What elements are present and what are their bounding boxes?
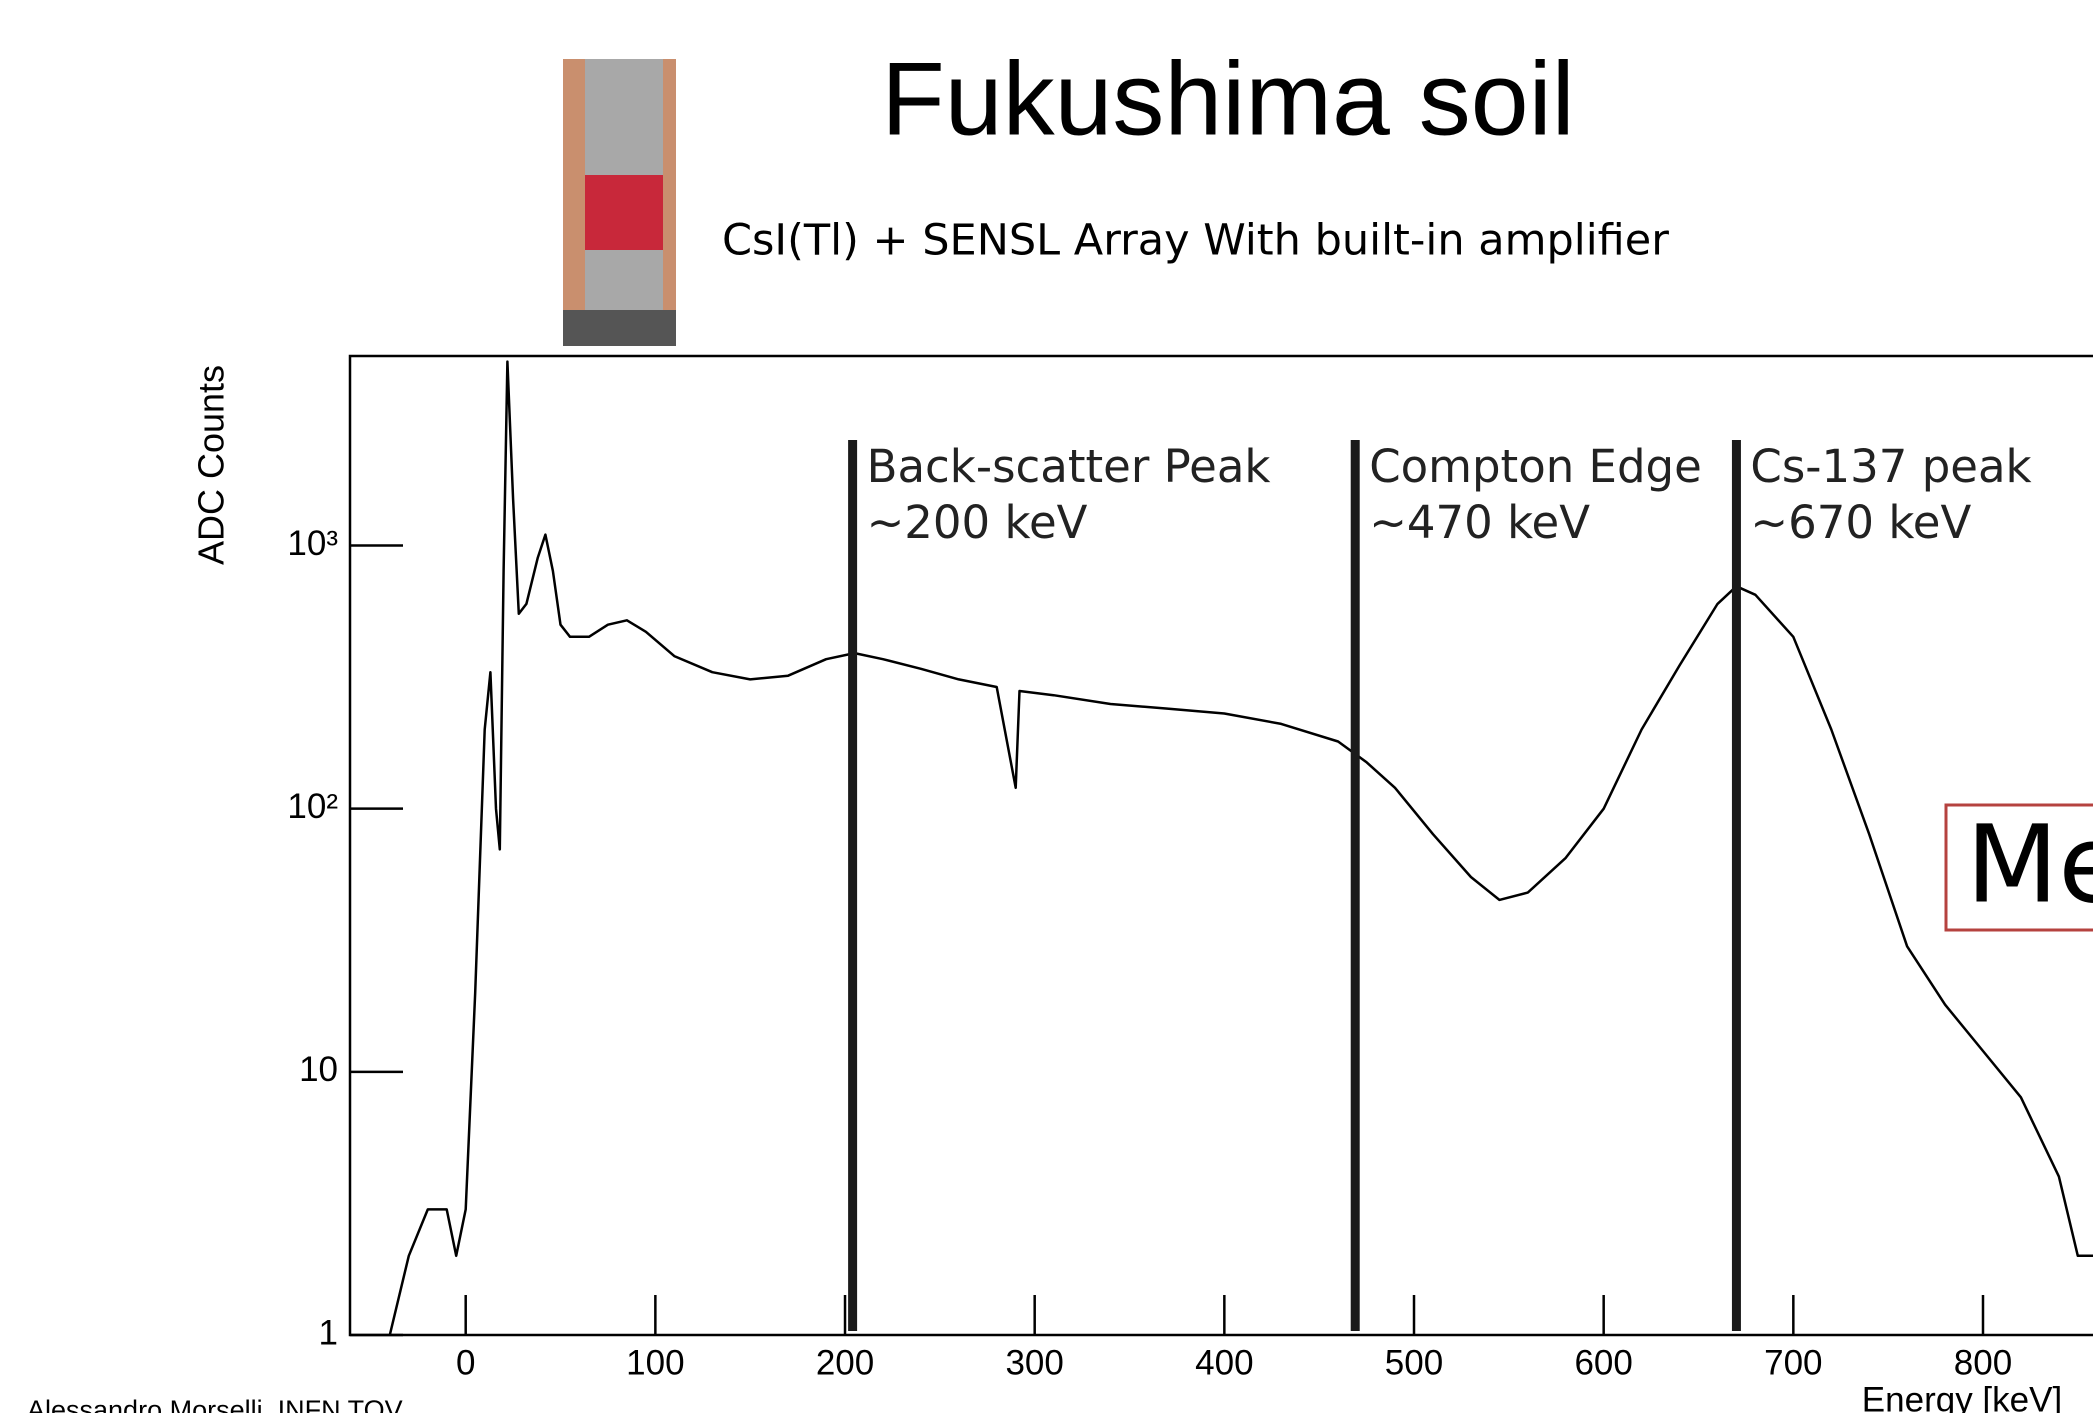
y-axis-label: ADC Counts <box>191 365 232 565</box>
x-axis-label: Energy [keV] <box>1862 1380 2062 1413</box>
x-tick-label: 400 <box>1195 1343 1253 1382</box>
annotation-text: ~670 keV <box>1750 496 1971 549</box>
slide-title: Fukushima soil <box>881 41 1575 157</box>
annotation-text: ~200 keV <box>867 496 1088 549</box>
x-tick-label: 300 <box>1005 1343 1063 1382</box>
annotation-text: Compton Edge <box>1369 440 1702 493</box>
y-tick-label: 10³ <box>287 524 338 563</box>
y-tick-label: 1 <box>319 1313 338 1352</box>
subtitle: CsI(Tl) + SENSL Array With built-in ampl… <box>722 216 1669 266</box>
plot-frame <box>348 354 2093 1337</box>
annotation-text: ~470 keV <box>1369 496 1590 549</box>
x-tick-label: 600 <box>1574 1343 1632 1382</box>
measured-box: Me <box>1944 803 2093 932</box>
box-text: Me <box>1966 803 2093 927</box>
x-tick-label: 800 <box>1954 1343 2012 1382</box>
box-frame <box>1944 803 2093 932</box>
x-tick-label: 200 <box>816 1343 874 1382</box>
x-tick-label: 0 <box>456 1343 475 1382</box>
y-tick-label: 10² <box>287 787 338 826</box>
detector-photo <box>563 59 676 346</box>
x-tick-label: 100 <box>626 1343 684 1382</box>
y-tick-label: 10 <box>299 1050 338 1089</box>
x-tick-label: 500 <box>1385 1343 1443 1382</box>
annotation-text: Back-scatter Peak <box>867 440 1271 493</box>
plot: 1 10 10² 10³ 0 100 200 300 400 500 600 700 800 Back-s… <box>287 354 2093 1382</box>
x-tick-label: 700 <box>1764 1343 1822 1382</box>
annotation-text: Cs-137 peak <box>1750 440 2031 493</box>
footer: Alessandro Morselli, INFN TOV <box>27 1395 403 1413</box>
